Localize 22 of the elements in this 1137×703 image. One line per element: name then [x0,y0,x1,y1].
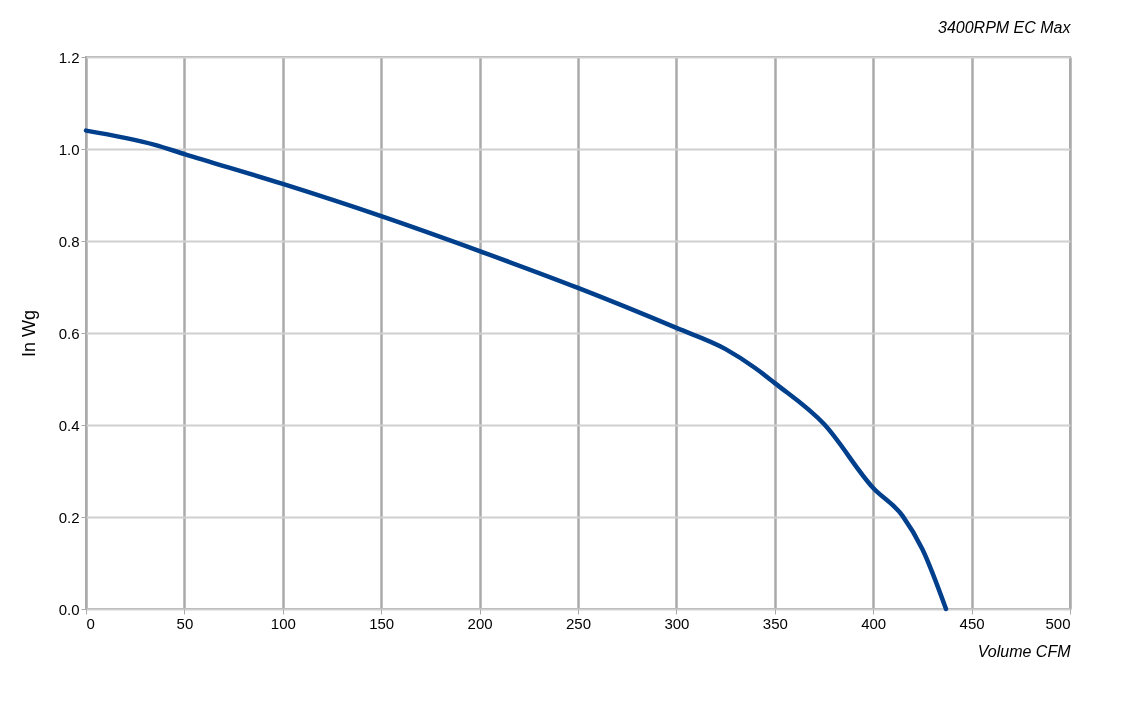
y-tick-label: 0.0 [58,600,80,618]
x-tick-label: 0 [86,614,95,632]
x-tick-label: 100 [270,614,296,632]
x-tick-label: 300 [664,614,690,632]
y-tick-label: 1.0 [58,140,80,158]
y-tick-label: 0.2 [58,508,80,526]
x-tick-label: 150 [369,614,395,632]
x-tick-label: 500 [1045,614,1071,632]
line-series [83,128,949,612]
y-tick-label: 0.6 [58,324,80,342]
y-tick-label: 1.2 [58,48,80,66]
x-tick-label: 450 [959,614,985,632]
x-tick-label: 50 [176,614,194,632]
y-axis-title: In Wg [18,309,39,358]
x-tick-label: 400 [861,614,887,632]
x-tick-label: 250 [565,614,592,632]
x-tick-label: 200 [467,614,493,632]
chart-title: 3400RPM EC Max [938,19,1072,36]
x-axis-title: Volume CFM [977,642,1072,660]
y-tick-label: 0.8 [58,232,80,250]
x-tick-label: 350 [762,614,788,632]
y-tick-label: 0.4 [58,416,80,434]
